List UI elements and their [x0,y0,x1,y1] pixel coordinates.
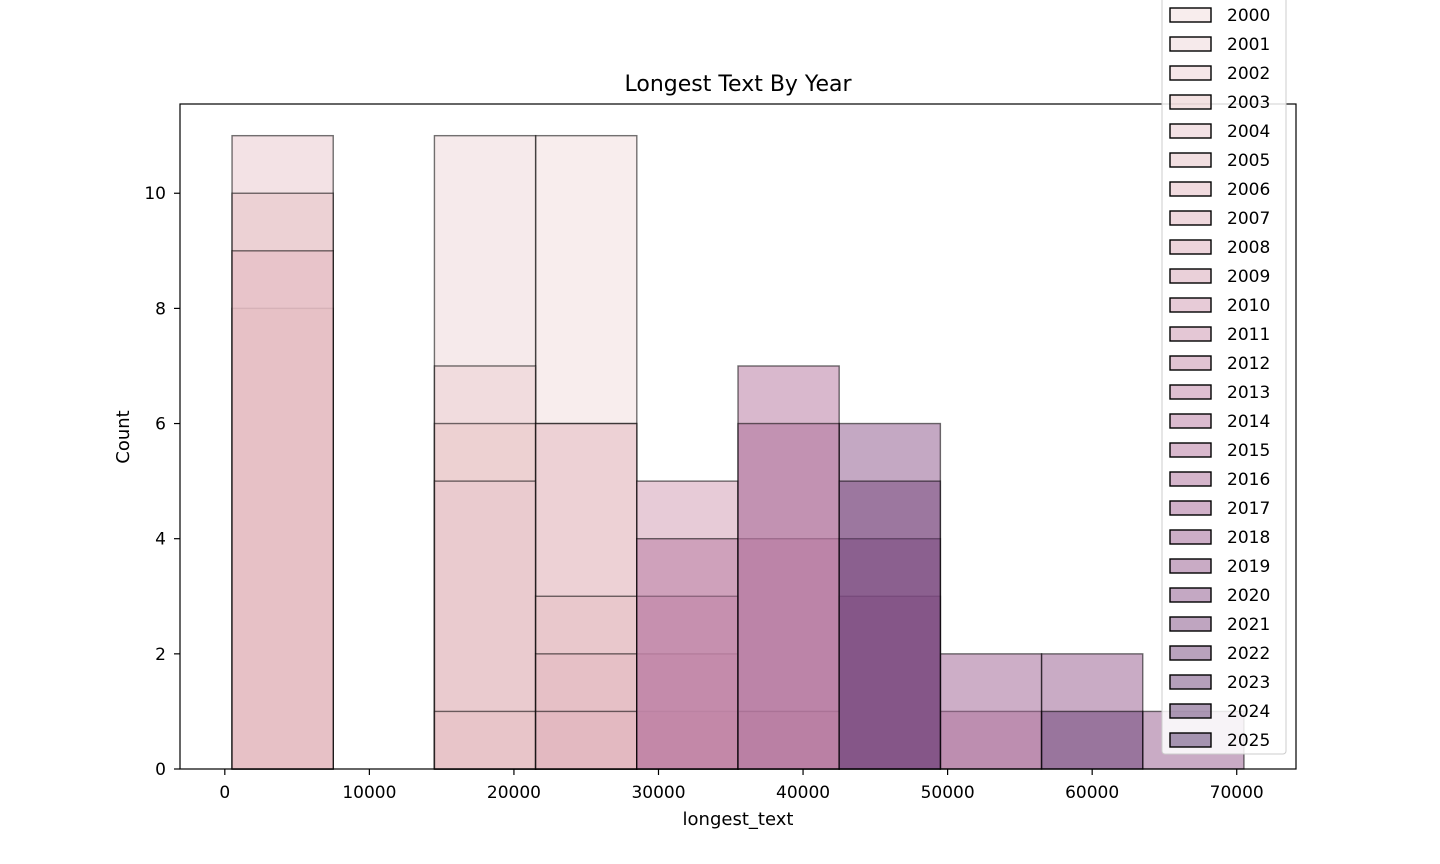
x-tick-label: 20000 [487,783,541,803]
legend-label: 2015 [1227,441,1270,461]
bar-2006-bin-0 [231,250,334,770]
bar-2018-bin-7 [939,653,1043,770]
legend-swatch [1169,268,1212,284]
y-tick-label: 8 [155,299,166,319]
y-axis-label: Count [113,410,134,463]
legend-label: 2005 [1227,151,1270,171]
legend-swatch [1169,500,1212,516]
legend-label: 2010 [1227,296,1270,316]
legend-label: 2003 [1227,93,1270,113]
bar-2022-bin-6 [838,480,942,770]
legend-swatch [1169,732,1212,748]
legend-label: 2009 [1227,267,1270,287]
x-tick-label: 0 [219,783,230,803]
x-tick-label: 10000 [342,783,396,803]
y-tick-label: 2 [155,645,166,665]
legend-swatch [1169,7,1212,23]
y-axis-ticks: 0 2 4 6 8 10 [144,184,180,780]
legend-swatch [1169,181,1212,197]
legend-label: 2024 [1227,702,1270,722]
legend: 2000 2001 2002 2003 2004 2005 2006 2007 2008 2009… [1161,0,1287,755]
legend-swatch [1169,587,1212,603]
x-tick-label: 30000 [631,783,685,803]
legend-label: 2023 [1227,673,1270,693]
x-axis-ticks: 0 10000 20000 30000 40000 50000 60000 70000 [219,769,1264,803]
legend-label: 2016 [1227,470,1270,490]
x-tick-label: 60000 [1065,783,1119,803]
legend-swatch [1169,442,1212,458]
bar-2016-bin-5 [737,422,840,770]
legend-box [1161,0,1287,755]
x-tick-label: 40000 [776,783,830,803]
legend-label: 2004 [1227,122,1270,142]
legend-label: 2020 [1227,586,1270,606]
legend-swatch [1169,529,1212,545]
legend-label: 2018 [1227,528,1270,548]
legend-swatch [1169,297,1212,313]
y-tick-label: 0 [155,760,166,780]
x-tick-label: 50000 [921,783,975,803]
legend-label: 2000 [1227,6,1270,26]
legend-swatch [1169,123,1212,139]
legend-label: 2001 [1227,35,1270,55]
legend-label: 2022 [1227,644,1270,664]
legend-swatch [1169,94,1212,110]
legend-swatch [1169,413,1212,429]
legend-label: 2014 [1227,412,1270,432]
x-tick-label: 70000 [1210,783,1264,803]
legend-label: 2021 [1227,615,1270,635]
legend-swatch [1169,210,1212,226]
legend-swatch [1169,471,1212,487]
legend-label: 2019 [1227,557,1270,577]
x-axis-label: longest_text [683,809,794,830]
legend-swatch [1169,616,1212,632]
legend-label: 2011 [1227,325,1270,345]
bar-2023-bin-8 [1040,710,1144,770]
y-tick-label: 4 [155,530,166,550]
legend-swatch [1169,674,1212,690]
legend-label: 2006 [1227,180,1270,200]
chart-title: Longest Text By Year [624,72,852,97]
bar-2014-bin-4 [636,537,739,770]
axes-frame [179,103,1297,770]
bars-layer [231,134,1245,770]
legend-label: 2007 [1227,209,1270,229]
legend-swatch [1169,384,1212,400]
legend-swatch [1169,355,1212,371]
bar-2005-bin-2 [433,710,537,770]
legend-label: 2017 [1227,499,1270,519]
legend-swatch [1169,645,1212,661]
legend-swatch [1169,36,1212,52]
legend-label: 2025 [1227,731,1270,751]
legend-label: 2008 [1227,238,1270,258]
legend-label: 2002 [1227,64,1270,84]
legend-swatch [1169,558,1212,574]
legend-swatch [1169,152,1212,168]
legend-swatch [1169,703,1212,719]
legend-swatch [1169,326,1212,342]
y-tick-label: 6 [155,415,166,435]
bar-2007-bin-3 [534,710,638,770]
y-tick-label: 10 [144,184,166,204]
legend-swatch [1169,239,1212,255]
legend-label: 2013 [1227,383,1270,403]
legend-label: 2012 [1227,354,1270,374]
legend-swatch [1169,65,1212,81]
